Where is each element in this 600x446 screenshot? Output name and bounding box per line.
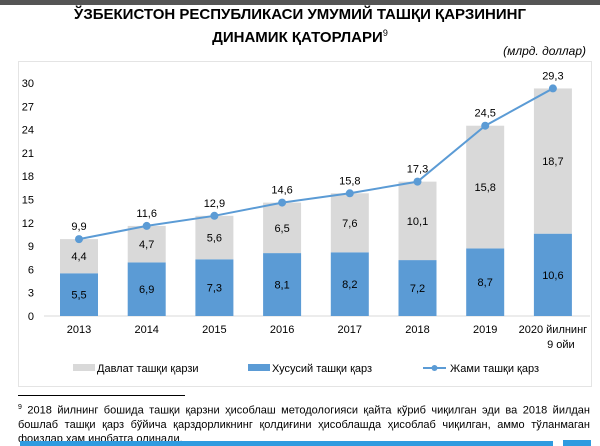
chart: 0 3 6 9 12 15 18 21 24 27 30 5,5 4,4 2013 6,9 4,7 2014 7,… bbox=[22, 70, 590, 375]
x-tick-label: 2018 bbox=[405, 324, 429, 336]
bar-private bbox=[127, 262, 166, 316]
bar-government-label: 7,6 bbox=[342, 218, 357, 230]
x-tick-label: 2020 йилнинг bbox=[519, 324, 588, 336]
bar-private bbox=[330, 252, 369, 316]
window-top-bar bbox=[0, 0, 600, 5]
x-tick-label: 2017 bbox=[338, 324, 362, 336]
y-tick-label: 30 bbox=[22, 78, 34, 90]
total-point bbox=[278, 198, 287, 207]
total-label: 17,3 bbox=[407, 164, 428, 176]
x-tick-label: 2013 bbox=[67, 324, 91, 336]
bar-government bbox=[195, 215, 234, 260]
x-tick-label: 2014 bbox=[134, 324, 158, 336]
bar-government bbox=[60, 239, 98, 274]
total-label: 14,6 bbox=[271, 185, 292, 197]
bar-government-label: 6,5 bbox=[274, 223, 289, 235]
y-tick-label: 9 bbox=[28, 241, 34, 253]
title-line-1: ЎЗБЕКИСТОН РЕСПУБЛИКАСИ УМУМИЙ ТАШҚИ ҚАР… bbox=[74, 6, 526, 23]
bar-government-label: 4,7 bbox=[139, 239, 154, 251]
y-tick-label: 15 bbox=[22, 195, 34, 207]
total-point bbox=[413, 177, 422, 186]
x-tick-label: 9 ойи bbox=[547, 339, 575, 351]
bar-private-label: 8,1 bbox=[274, 280, 289, 292]
y-tick-label: 21 bbox=[22, 148, 34, 160]
bar-government bbox=[263, 202, 302, 254]
scroll-button[interactable] bbox=[563, 440, 591, 446]
footnote-divider bbox=[18, 395, 185, 396]
total-label: 24,5 bbox=[474, 108, 495, 120]
total-line bbox=[78, 87, 554, 241]
bar-government-label: 18,7 bbox=[542, 156, 563, 168]
y-tick-label: 18 bbox=[22, 171, 34, 183]
bar-private-label: 7,3 bbox=[207, 283, 222, 295]
bar-government bbox=[330, 193, 369, 253]
legend-government: Давлат ташқи қарзи bbox=[97, 363, 199, 375]
total-point bbox=[481, 121, 490, 130]
bar-private-label: 8,2 bbox=[342, 279, 357, 291]
bar-private bbox=[466, 248, 505, 316]
y-tick-label: 24 bbox=[22, 125, 34, 137]
bar-government-label: 4,4 bbox=[71, 251, 86, 263]
y-tick-label: 6 bbox=[28, 264, 34, 276]
x-tick-label: 2019 bbox=[473, 324, 497, 336]
x-tick-label: 2016 bbox=[270, 324, 294, 336]
y-tick-label: 0 bbox=[28, 311, 34, 323]
footnote-mark: 9 bbox=[18, 404, 22, 411]
total-point bbox=[75, 235, 83, 244]
chart-title: ЎЗБЕКИСТОН РЕСПУБЛИКАСИ УМУМИЙ ТАШҚИ ҚАР… bbox=[0, 6, 600, 47]
unit-label: (млрд. доллар) bbox=[503, 44, 586, 58]
bar-private bbox=[398, 260, 437, 316]
chart-frame bbox=[18, 61, 592, 387]
bar-private-label: 7,2 bbox=[410, 283, 425, 295]
footnote: 9 2018 йилнинг бошида ташқи қарзни ҳисоб… bbox=[18, 401, 590, 446]
bar-government-label: 15,8 bbox=[474, 182, 495, 194]
bar-private-label: 8,7 bbox=[478, 277, 493, 289]
total-label: 11,6 bbox=[136, 208, 157, 220]
total-point bbox=[210, 211, 219, 220]
y-tick-label: 12 bbox=[22, 218, 34, 230]
legend-swatch-private bbox=[248, 364, 270, 371]
total-point bbox=[345, 189, 354, 198]
bar-private bbox=[533, 233, 572, 316]
bar-private-label: 6,9 bbox=[139, 284, 154, 296]
legend-marker-total bbox=[431, 365, 438, 371]
bar-government-label: 5,6 bbox=[207, 233, 222, 245]
bar-government bbox=[398, 181, 437, 261]
x-tick-label: 2015 bbox=[202, 324, 226, 336]
bar-private bbox=[195, 259, 234, 316]
footnote-text: 2018 йилнинг бошида ташқи қарзни ҳисобла… bbox=[18, 404, 590, 445]
legend-swatch-government bbox=[73, 364, 95, 371]
total-point bbox=[142, 221, 151, 230]
legend-total: Жами ташқи қарз bbox=[450, 363, 539, 375]
bar-government bbox=[466, 125, 505, 249]
bar-government bbox=[127, 225, 166, 263]
bar-government bbox=[533, 88, 572, 234]
legend-private: Хусусий ташқи қарз bbox=[272, 363, 372, 375]
y-tick-label: 27 bbox=[22, 101, 34, 113]
total-label: 29,3 bbox=[542, 70, 563, 82]
bar-private-label: 5,5 bbox=[71, 290, 86, 302]
title-line-2: ДИНАМИК ҚАТОРЛАРИ bbox=[212, 29, 383, 46]
bar-private bbox=[263, 253, 302, 316]
total-point bbox=[548, 84, 557, 93]
total-label: 12,9 bbox=[204, 198, 225, 210]
bar-private bbox=[60, 273, 98, 316]
bar-government-label: 10,1 bbox=[407, 216, 428, 228]
total-label: 15,8 bbox=[339, 175, 360, 187]
y-tick-label: 3 bbox=[28, 288, 34, 300]
horizontal-scrollbar[interactable] bbox=[20, 441, 553, 446]
bar-private-label: 10,6 bbox=[542, 270, 563, 282]
title-footnote-mark: 9 bbox=[382, 28, 388, 38]
total-label: 9,9 bbox=[71, 221, 86, 233]
